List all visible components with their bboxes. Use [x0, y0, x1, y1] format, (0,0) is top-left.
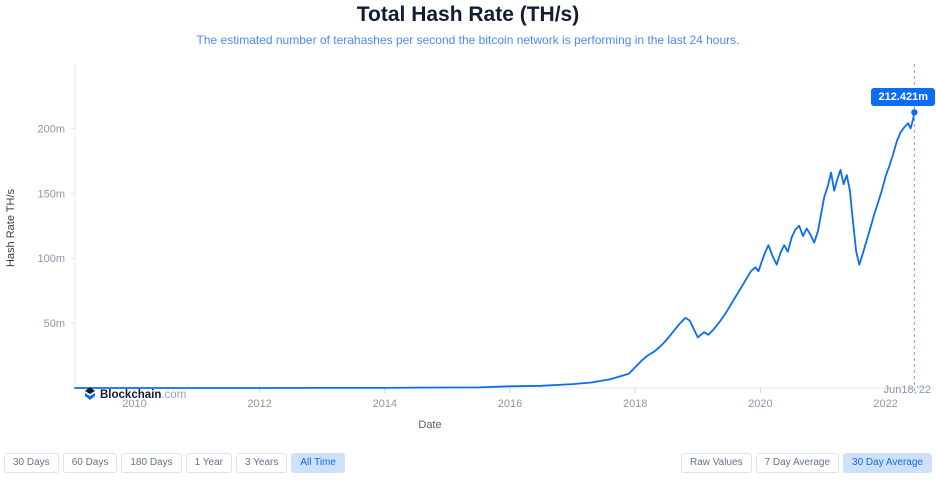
aggregation-button-group: Raw Values 7 Day Average 30 Day Average [680, 453, 932, 473]
x-tick-label: 2018 [623, 398, 647, 410]
range-button-60-days[interactable]: 60 Days [62, 453, 118, 473]
y-tick-label: 50m [44, 318, 65, 330]
watermark-suffix: .com [161, 389, 187, 401]
x-tick-label: 2016 [498, 398, 522, 410]
watermark-brand: Blockchain [100, 389, 162, 401]
marker-date-label: Jun18,'22 [883, 384, 931, 396]
agg-button-raw-values[interactable]: Raw Values [680, 453, 752, 473]
page-subtitle: The estimated number of terahashes per s… [196, 33, 740, 47]
x-axis-title: Date [418, 419, 442, 431]
y-axis-title: Hash Rate TH/s [5, 188, 17, 268]
chart-controls: 30 Days 60 Days 180 Days 1 Year 3 Years … [4, 453, 932, 473]
x-tick-label: 2012 [247, 398, 271, 410]
series-end-dot [911, 109, 918, 116]
blockchain-logo[interactable]: Blockchain.com [84, 385, 186, 403]
blockchain-logo-icon [84, 387, 96, 401]
value-tooltip: 212.421m [871, 88, 935, 106]
range-button-30-days[interactable]: 30 Days [4, 453, 59, 473]
agg-button-30-day-average[interactable]: 30 Day Average [843, 453, 932, 473]
y-tick-label: 100m [37, 253, 65, 265]
range-button-3-years[interactable]: 3 Years [236, 453, 288, 473]
range-button-1-year[interactable]: 1 Year [185, 453, 232, 473]
page-title: Total Hash Rate (TH/s) [356, 3, 580, 26]
x-tick-label: 2010 [122, 398, 146, 410]
range-button-group: 30 Days 60 Days 180 Days 1 Year 3 Years … [4, 453, 345, 473]
y-tick-label: 200m [37, 123, 65, 135]
range-button-180-days[interactable]: 180 Days [121, 453, 182, 473]
y-tick-label: 150m [37, 188, 65, 200]
x-tick-label: 2020 [748, 398, 772, 410]
hash-rate-series-line [74, 111, 916, 389]
x-tick-label: 2022 [873, 398, 897, 410]
agg-button-7-day-average[interactable]: 7 Day Average [755, 453, 840, 473]
range-button-all-time[interactable]: All Time [291, 453, 345, 473]
x-tick-label: 2014 [373, 398, 397, 410]
